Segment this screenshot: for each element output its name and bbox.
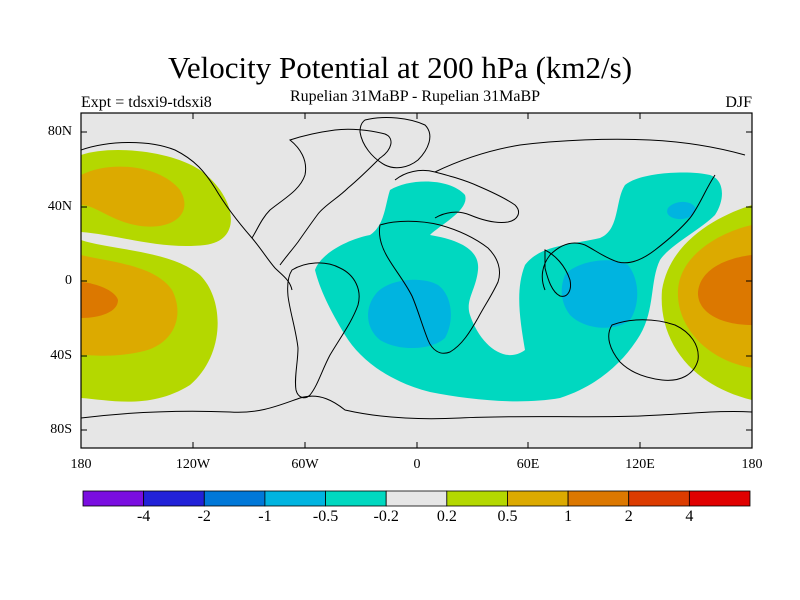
- colorbar-swatch: [264, 490, 326, 507]
- coast-asia: [434, 138, 746, 291]
- lat-label-80n: 80N: [47, 124, 72, 139]
- lon-label-60e: 60E: [516, 457, 540, 472]
- season-label: DJF: [725, 94, 752, 111]
- experiment-label: Expt = tdsxi9-tdsxi8: [81, 94, 212, 111]
- lon-label-0: 0: [413, 457, 421, 472]
- coast-australia: [608, 319, 699, 381]
- negative-region-core-atlantic: [368, 279, 451, 349]
- lat-label-0: 0: [65, 273, 72, 288]
- colorbar-label: 0.2: [436, 508, 457, 525]
- colorbar-swatch: [143, 490, 205, 507]
- negative-region-core-japan: [667, 201, 696, 220]
- coast-africa: [379, 220, 501, 354]
- positive-region-east-core: [697, 255, 752, 325]
- coast-south-america: [287, 262, 360, 399]
- colorbar-label: 4: [685, 508, 694, 525]
- colorbar-swatch: [325, 490, 387, 507]
- colorbar-swatch: [82, 490, 145, 507]
- colorbar-label: 0.5: [497, 508, 518, 525]
- colorbar-swatch: [446, 490, 508, 507]
- colorbar-label: -4: [136, 508, 151, 525]
- coast-greenland: [359, 117, 431, 169]
- lat-label-40s: 40S: [50, 348, 72, 363]
- positive-region-north-pacific-core: [81, 166, 185, 227]
- colorbar-swatch: [203, 490, 266, 507]
- positive-region-south-pacific-mid: [81, 255, 178, 356]
- colorbar-label: -2: [197, 508, 211, 525]
- colorbar-swatch: [385, 490, 448, 507]
- negative-region-core-indian: [561, 260, 638, 328]
- coast-antarctica: [81, 395, 752, 420]
- coast-north-america: [81, 128, 392, 291]
- coastlines: [81, 117, 752, 420]
- map-subtitle: Rupelian 31MaBP - Rupelian 31MaBP: [289, 88, 541, 105]
- colorbar-swatch: [567, 490, 630, 507]
- lat-label-40n: 40N: [47, 199, 72, 214]
- lon-label-180w: 180: [70, 457, 92, 472]
- colorbar-swatch: [628, 490, 690, 507]
- coast-india: [544, 249, 571, 297]
- positive-region-south-pacific-core: [81, 282, 118, 318]
- lon-label-120w: 120W: [175, 457, 211, 472]
- colorbar-label: -0.5: [312, 508, 339, 525]
- map-title: Velocity Potential at 200 hPa (km2/s): [167, 50, 633, 85]
- colorbar-swatch: [688, 490, 751, 507]
- lon-label-120e: 120E: [625, 457, 655, 472]
- colorbar: [82, 490, 751, 507]
- colorbar-swatch: [507, 490, 569, 507]
- map-ticks: [81, 113, 752, 448]
- colorbar-label: -1: [258, 508, 272, 525]
- lat-label-80s: 80S: [50, 422, 72, 437]
- colorbar-label: 1: [564, 508, 573, 525]
- colorbar-label: 2: [624, 508, 633, 525]
- colorbar-label: -0.2: [373, 508, 399, 525]
- lon-label-180e: 180: [741, 457, 763, 472]
- lon-label-60w: 60W: [291, 457, 319, 472]
